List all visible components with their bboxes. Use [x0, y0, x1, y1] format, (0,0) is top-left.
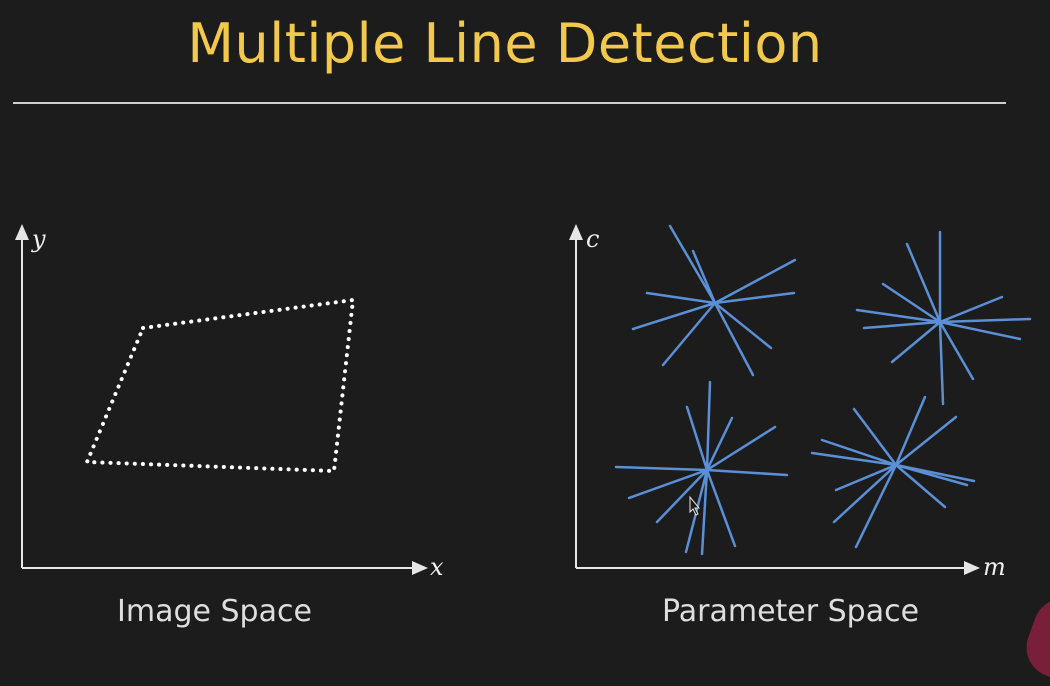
burst-1-line — [668, 224, 717, 305]
burst-4-line — [852, 407, 898, 467]
burst-4-line — [834, 463, 898, 492]
burst-4-line — [832, 463, 898, 524]
burst-2-line — [938, 320, 1022, 341]
mouse-cursor-icon — [689, 495, 701, 516]
burst-2-line — [881, 282, 942, 324]
burst-1-line — [713, 301, 773, 350]
burst-1-line — [661, 301, 717, 367]
image-space-x-label: x — [430, 553, 444, 581]
burst-2-line — [938, 295, 1004, 324]
image-space-y-label: y — [32, 225, 46, 253]
burst-4-line — [894, 415, 958, 467]
parameter-space-y-label: c — [586, 225, 600, 253]
line-bursts — [614, 224, 1032, 556]
slide-title: Multiple Line Detection — [187, 12, 823, 75]
burst-3-line — [685, 405, 709, 472]
burst-4-line — [894, 463, 947, 509]
parameter-space-caption: Parameter Space — [662, 594, 920, 629]
burst-4-line — [894, 395, 927, 467]
burst-2-line — [938, 320, 975, 381]
image-space-axes — [15, 224, 428, 575]
burst-2-line — [938, 317, 1032, 324]
burst-1-line — [713, 291, 796, 305]
burst-1-line — [631, 301, 717, 331]
burst-3-line — [705, 416, 734, 472]
dotted-quadrilateral — [84, 297, 356, 474]
burst-1-line — [645, 291, 717, 305]
parameter-space-x-label: m — [983, 553, 1006, 581]
burst-3-line — [627, 468, 709, 500]
title-divider — [13, 102, 1006, 104]
burst-4-line — [854, 463, 898, 549]
burst-3-line — [705, 468, 737, 548]
burst-1-line — [713, 258, 797, 305]
burst-4-line — [894, 463, 969, 487]
burst-3-line — [705, 380, 712, 472]
burst-2-line — [938, 320, 945, 406]
parameter-space-axes — [569, 224, 980, 575]
burst-1-line — [713, 301, 755, 377]
burst-3-line — [705, 468, 789, 477]
burst-3-line — [655, 468, 709, 524]
burst-2-line — [890, 320, 942, 364]
image-space-caption: Image Space — [117, 594, 312, 629]
burst-4-line — [820, 438, 898, 467]
burst-3-line — [700, 468, 709, 556]
diagram-canvas — [15, 224, 1032, 575]
burst-3-line — [614, 465, 709, 472]
burst-1-line — [691, 249, 717, 305]
burst-2-line — [862, 320, 942, 330]
burst-2-line — [855, 308, 942, 324]
burst-4-line — [810, 451, 898, 467]
burst-3-line — [705, 425, 777, 472]
burst-2-line — [905, 242, 942, 324]
